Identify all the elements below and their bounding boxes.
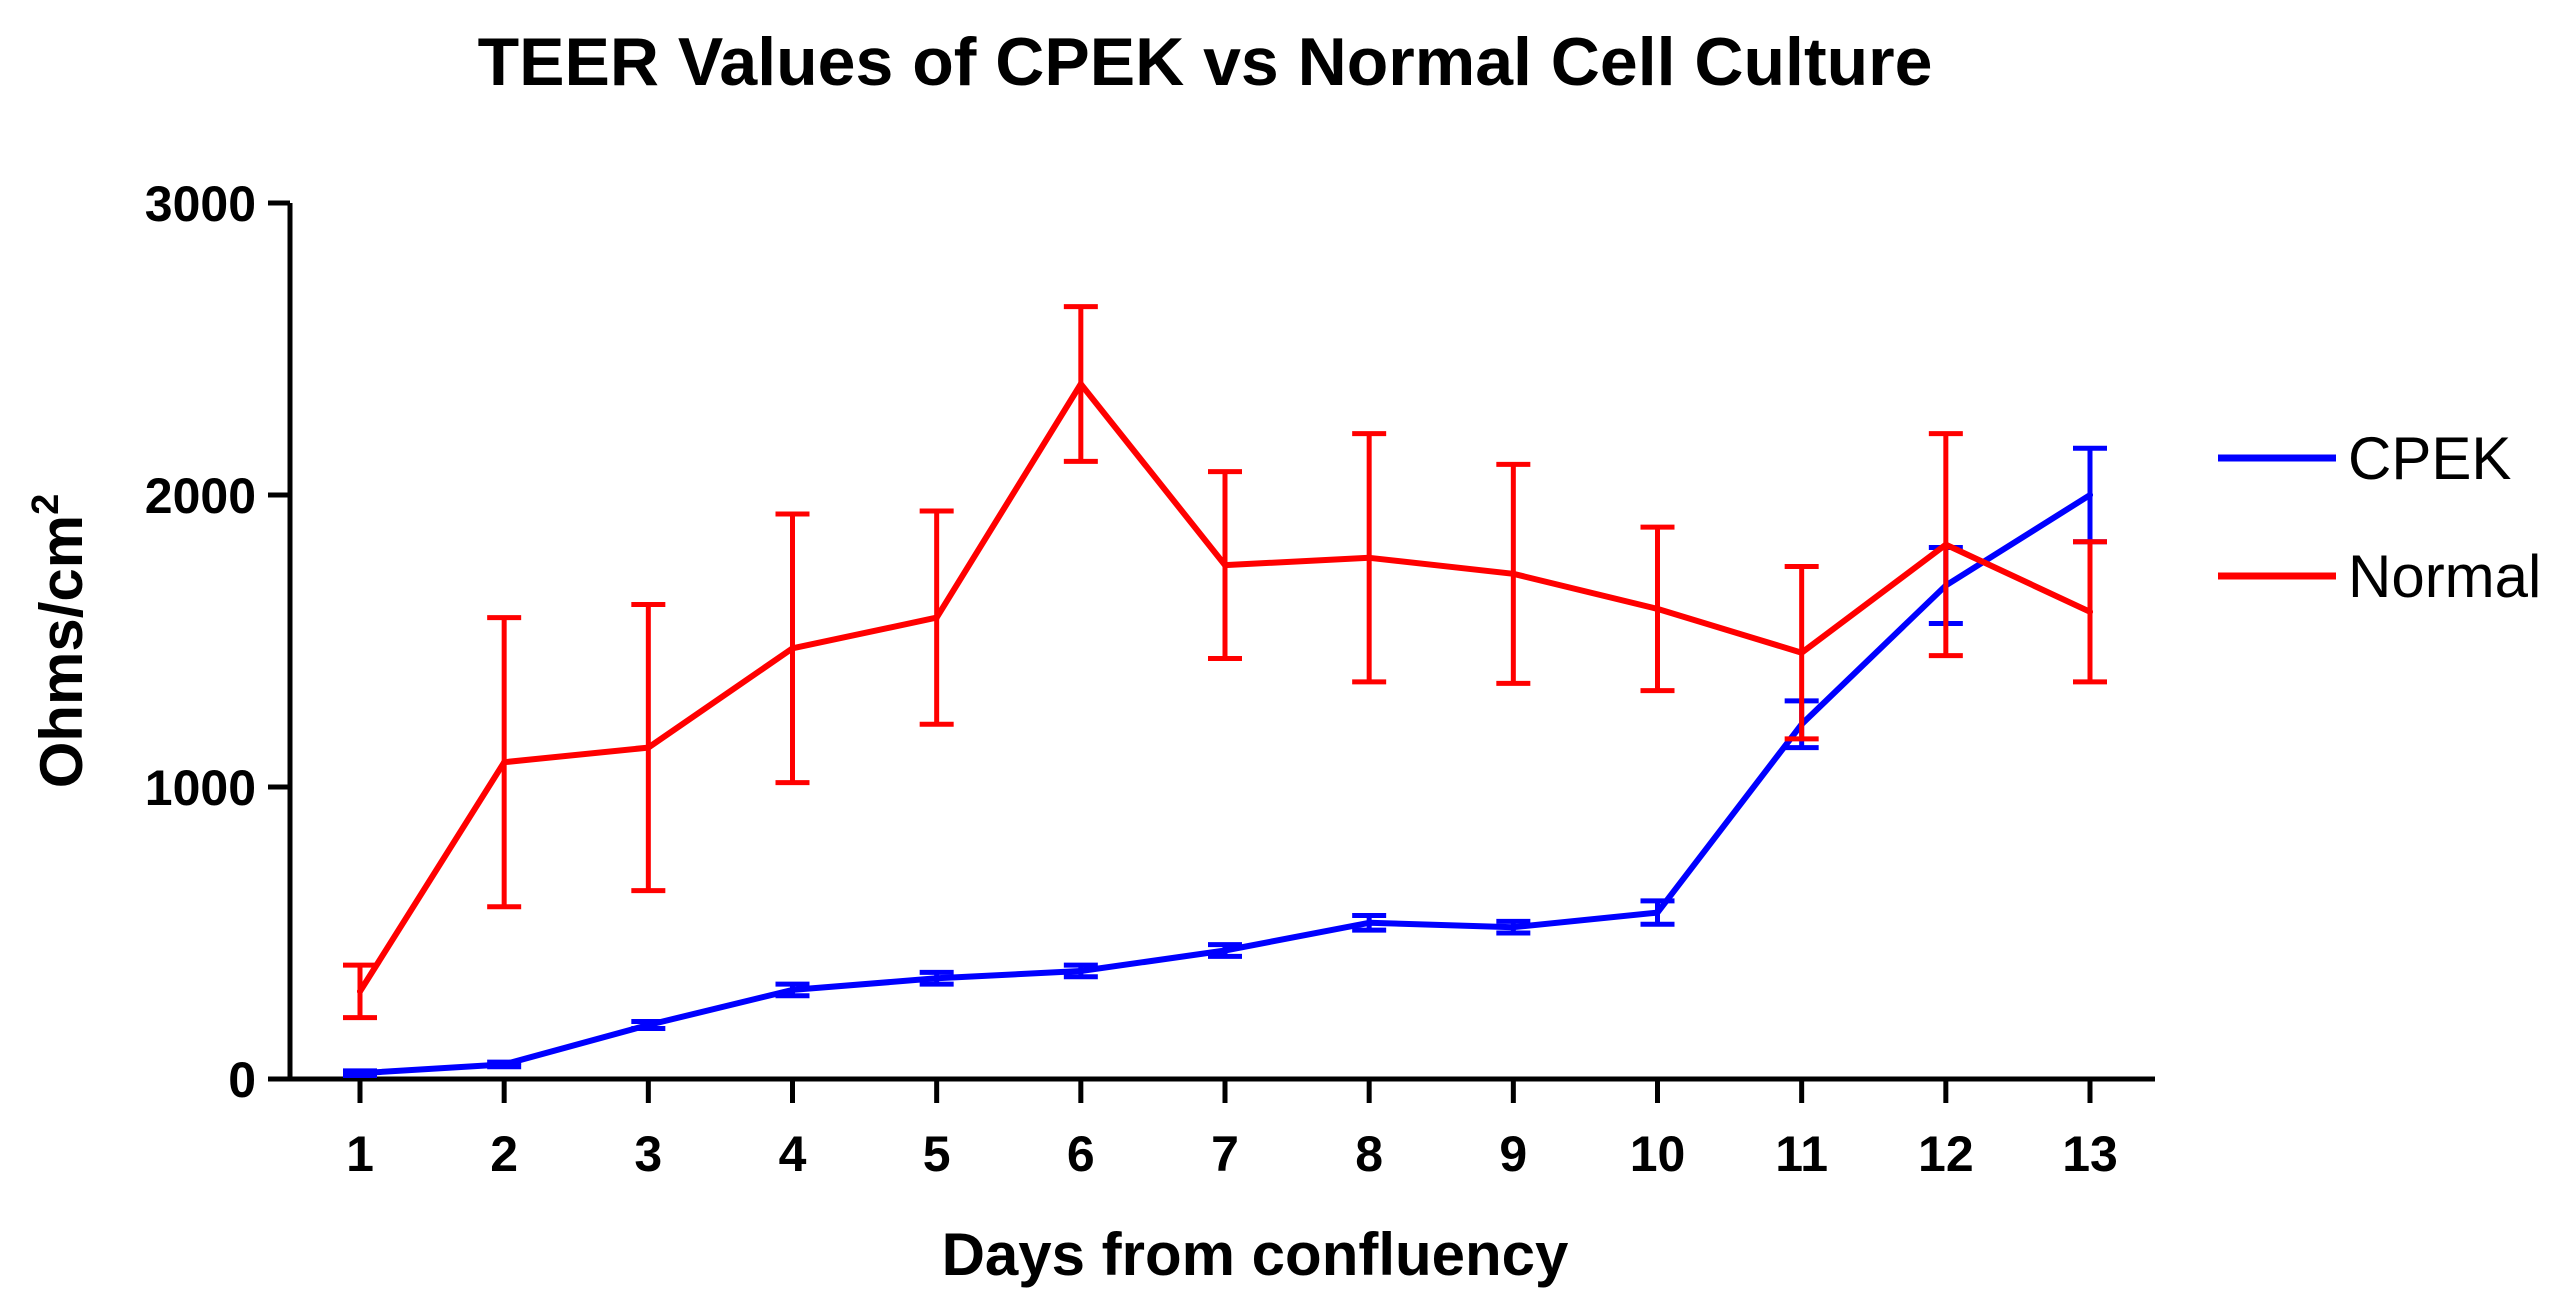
data-point xyxy=(357,1070,363,1077)
x-tick-label: 4 xyxy=(779,1126,807,1182)
data-point xyxy=(1077,967,1084,974)
data-point xyxy=(1654,605,1661,612)
data-point xyxy=(1222,562,1228,569)
y-tick-label: 0 xyxy=(228,1052,256,1108)
x-axis-ticks: 1 2 3 4 5 6 7 8 9 10 11 12 13 xyxy=(346,1079,2118,1182)
data-point xyxy=(645,1021,652,1028)
x-tick-label: 5 xyxy=(923,1126,951,1182)
x-tick-label: 12 xyxy=(1918,1126,1974,1182)
x-tick-label: 1 xyxy=(346,1126,374,1182)
y-axis-ticks: 0 1000 2000 3000 xyxy=(145,176,290,1108)
data-point xyxy=(357,988,363,995)
series-layer xyxy=(343,304,2107,1078)
legend: CPEK Normal xyxy=(2218,425,2541,610)
x-tick-label: 11 xyxy=(1775,1126,1828,1182)
legend-label: CPEK xyxy=(2348,425,2511,492)
chart-title: TEER Values of CPEK vs Normal Cell Cultu… xyxy=(478,24,1933,100)
x-tick-label: 8 xyxy=(1355,1126,1383,1182)
data-point xyxy=(501,1061,508,1068)
x-axis-label: Days from confluency xyxy=(942,1221,1569,1288)
legend-label: Normal xyxy=(2348,543,2541,610)
data-point xyxy=(789,986,796,993)
x-tick-label: 10 xyxy=(1630,1126,1686,1182)
data-point xyxy=(1654,909,1661,916)
y-tick-label: 3000 xyxy=(145,176,256,232)
x-tick-label: 13 xyxy=(2062,1126,2118,1182)
x-tick-label: 7 xyxy=(1211,1126,1239,1182)
x-tick-label: 2 xyxy=(490,1126,518,1182)
y-axis-label: Ohms/cm2 xyxy=(25,494,95,789)
data-point xyxy=(1942,541,1949,548)
legend-item-normal: Normal xyxy=(2218,543,2541,610)
data-point xyxy=(645,744,652,751)
data-point xyxy=(1222,947,1228,954)
data-point xyxy=(789,645,796,652)
y-tick-label: 2000 xyxy=(145,468,256,524)
data-point xyxy=(501,759,508,766)
data-point xyxy=(1510,570,1517,577)
data-point xyxy=(1366,554,1373,561)
data-point xyxy=(1510,924,1517,931)
data-point xyxy=(1366,919,1373,926)
series-normal xyxy=(343,304,2107,1021)
y-axis-label-text: Ohms/cm xyxy=(28,515,95,788)
data-point xyxy=(933,614,940,621)
legend-item-cpek: CPEK xyxy=(2218,425,2511,492)
x-tick-label: 6 xyxy=(1067,1126,1095,1182)
data-point xyxy=(933,975,940,982)
y-axis-label-superscript: 2 xyxy=(25,494,67,515)
data-point xyxy=(1077,381,1084,388)
data-point xyxy=(1798,649,1805,656)
data-point xyxy=(2087,492,2093,498)
y-tick-label: 1000 xyxy=(145,760,256,816)
x-tick-label: 3 xyxy=(634,1126,662,1182)
x-tick-label: 9 xyxy=(1499,1126,1527,1182)
data-point xyxy=(2087,608,2093,615)
